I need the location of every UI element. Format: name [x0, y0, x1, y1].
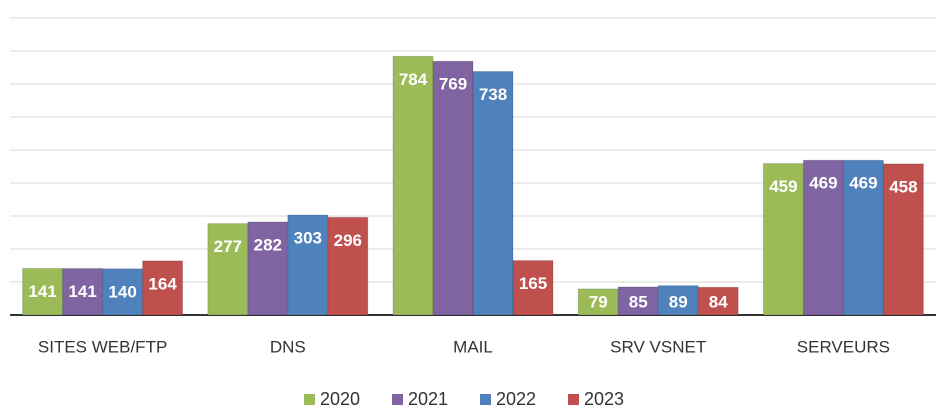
bar — [842, 159, 884, 316]
bar — [697, 286, 739, 316]
bar — [762, 163, 804, 316]
value-label: 84 — [709, 292, 728, 311]
value-label: 784 — [399, 70, 428, 89]
bar — [392, 55, 434, 316]
legend-marker — [480, 394, 491, 405]
x-tick-label: SITES WEB/FTP — [38, 337, 167, 356]
bar — [327, 216, 369, 316]
value-label: 469 — [809, 174, 837, 193]
bar — [512, 260, 554, 316]
value-label: 469 — [849, 174, 877, 193]
bar — [472, 70, 514, 316]
value-label: 140 — [108, 282, 136, 301]
bar — [102, 268, 144, 316]
legend-marker — [568, 394, 579, 405]
bar — [62, 267, 104, 316]
legend-label: 2022 — [496, 389, 536, 409]
bar — [432, 60, 474, 316]
legend-label: 2021 — [408, 389, 448, 409]
value-label: 738 — [479, 85, 507, 104]
x-tick-label: DNS — [270, 337, 306, 356]
x-tick-label: SERVEURS — [797, 337, 890, 356]
value-label: 164 — [148, 274, 177, 293]
value-label: 303 — [294, 228, 322, 247]
value-label: 282 — [254, 235, 282, 254]
value-label: 79 — [589, 292, 608, 311]
x-tick-label: MAIL — [453, 337, 493, 356]
bar — [882, 163, 924, 316]
value-label: 141 — [28, 282, 56, 301]
value-label: 769 — [439, 75, 467, 94]
value-label: 85 — [629, 292, 648, 311]
legend-marker — [304, 394, 315, 405]
value-label: 458 — [889, 177, 917, 196]
bar — [247, 221, 289, 316]
value-label: 296 — [334, 231, 362, 250]
value-label: 459 — [769, 177, 797, 196]
value-label: 277 — [214, 237, 242, 256]
legend-label: 2020 — [320, 389, 360, 409]
legend-label: 2023 — [584, 389, 624, 409]
x-tick-label: SRV VSNET — [610, 337, 706, 356]
value-label: 165 — [519, 274, 547, 293]
bar — [287, 214, 329, 316]
bar — [802, 159, 844, 316]
bar — [617, 286, 659, 316]
value-label: 141 — [68, 282, 96, 301]
bar — [207, 223, 249, 316]
bar — [142, 260, 184, 316]
legend-marker — [392, 394, 403, 405]
value-label: 89 — [669, 292, 688, 311]
bar — [577, 288, 619, 316]
